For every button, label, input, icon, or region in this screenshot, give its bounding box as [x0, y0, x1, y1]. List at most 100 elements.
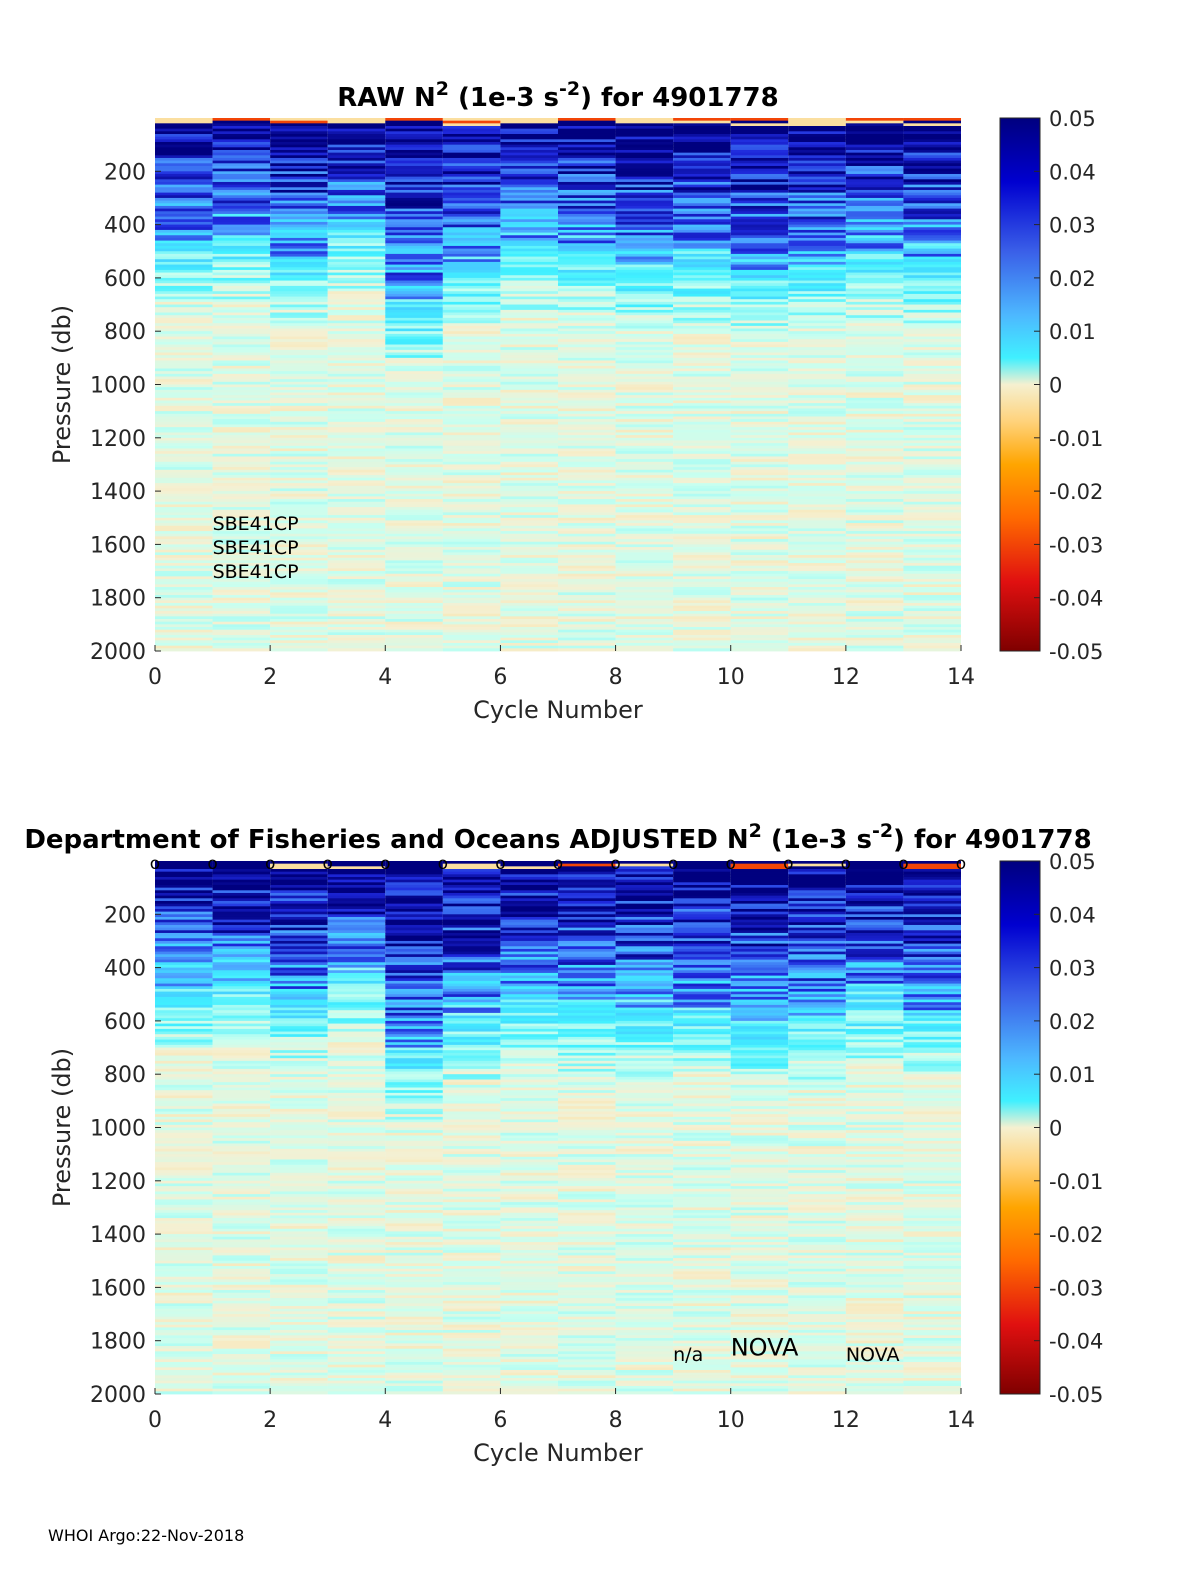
heatmap-cell: [155, 184, 213, 188]
heatmap-cell: [730, 128, 789, 132]
heatmap-cell: [615, 629, 674, 633]
heatmap-cell: [270, 1106, 328, 1110]
heatmap-cell: [558, 328, 616, 332]
heatmap-cell: [270, 1186, 328, 1190]
heatmap-cell: [615, 379, 674, 383]
heatmap-cell: [155, 429, 213, 433]
heatmap-cell: [327, 480, 386, 484]
heatmap-cell: [500, 879, 558, 883]
heatmap-cell: [673, 1330, 731, 1334]
heatmap-cell: [385, 323, 443, 327]
heatmap-cell: [155, 1194, 213, 1198]
heatmap-cell: [903, 552, 961, 556]
heatmap-cell: [442, 427, 501, 431]
heatmap-cell: [155, 1300, 213, 1304]
heatmap-cell: [730, 469, 789, 473]
heatmap-cell: [615, 1130, 674, 1134]
heatmap-cell: [673, 488, 731, 492]
heatmap-cell: [212, 592, 271, 596]
heatmap-cell: [673, 1082, 731, 1086]
heatmap-cell: [270, 890, 328, 894]
heatmap-cell: [730, 1098, 789, 1102]
heatmap-cell: [615, 283, 674, 287]
heatmap-cell: [615, 1228, 674, 1232]
heatmap-cell: [558, 1338, 616, 1342]
heatmap-cell: [730, 539, 789, 543]
heatmap-cell: [615, 541, 674, 545]
heatmap-cell: [558, 946, 616, 950]
heatmap-cell: [788, 368, 846, 372]
heatmap-cell: [903, 475, 961, 479]
heatmap-cell: [155, 133, 213, 138]
heatmap-cell: [385, 352, 443, 356]
heatmap-cell: [270, 1042, 328, 1046]
heatmap-cell: [212, 1170, 271, 1174]
heatmap-cell: [385, 869, 443, 873]
heatmap-cell: [500, 280, 558, 284]
heatmap-cell: [730, 978, 789, 982]
heatmap-cell: [155, 320, 213, 324]
heatmap-cell: [615, 384, 674, 388]
heatmap-cell: [270, 477, 328, 481]
heatmap-cell: [442, 1306, 501, 1310]
heatmap-cell: [558, 579, 616, 583]
heatmap-cell: [558, 456, 616, 460]
heatmap-cell: [615, 1316, 674, 1320]
heatmap-cell: [558, 1063, 616, 1067]
heatmap-cell: [500, 1324, 558, 1328]
heatmap-cell: [442, 211, 501, 215]
heatmap-cell: [673, 408, 731, 412]
heatmap-cell: [327, 1068, 386, 1072]
heatmap-cell: [270, 1362, 328, 1366]
heatmap-cell: [155, 443, 213, 447]
heatmap-cell: [558, 632, 616, 636]
heatmap-cell: [270, 1284, 328, 1288]
heatmap-cell: [155, 603, 213, 607]
heatmap-cell: [212, 1122, 271, 1126]
heatmap-cell: [212, 579, 271, 583]
heatmap-cell: [673, 999, 731, 1003]
heatmap-cell: [385, 1162, 443, 1166]
heatmap-cell: [673, 613, 731, 617]
heatmap-cell: [615, 1020, 674, 1024]
heatmap-cell: [442, 264, 501, 268]
heatmap-cell: [442, 1090, 501, 1094]
heatmap-cell: [615, 1108, 674, 1112]
heatmap-cell: [212, 539, 271, 543]
heatmap-cell: [730, 400, 789, 404]
heatmap-cell: [155, 994, 213, 998]
heatmap-cell: [845, 400, 904, 404]
heatmap-cell: [673, 456, 731, 460]
heatmap-cell: [155, 536, 213, 540]
heatmap-cell: [903, 531, 961, 535]
heatmap-cell: [845, 565, 904, 569]
heatmap-cell: [442, 1388, 501, 1392]
heatmap-cell: [500, 331, 558, 335]
heatmap-cell: [327, 956, 386, 960]
heatmap-cell: [327, 173, 386, 178]
heatmap-cell: [327, 1172, 386, 1176]
heatmap-cell: [212, 884, 271, 889]
heatmap-cell: [615, 597, 674, 601]
heatmap-cell: [730, 384, 789, 388]
heatmap-cell: [615, 1138, 674, 1142]
heatmap-cell: [558, 283, 616, 287]
heatmap-cell: [385, 408, 443, 412]
heatmap-cell: [615, 603, 674, 607]
heatmap-cell: [673, 1130, 731, 1134]
heatmap-cell: [155, 1314, 213, 1318]
heatmap-cell: [558, 1146, 616, 1150]
heatmap-cell: [155, 379, 213, 383]
heatmap-cell: [730, 948, 789, 953]
heatmap-cell: [327, 1231, 386, 1235]
heatmap-cell: [155, 1002, 213, 1006]
heatmap-cell: [327, 611, 386, 615]
heatmap-cell: [558, 1239, 616, 1243]
heatmap-cell: [270, 272, 328, 276]
heatmap-cell: [155, 541, 213, 545]
heatmap-cell: [385, 978, 443, 982]
heatmap-cell: [615, 863, 674, 867]
heatmap-cell: [385, 1210, 443, 1214]
heatmap-cell: [270, 547, 328, 551]
heatmap-cell: [155, 1175, 213, 1179]
